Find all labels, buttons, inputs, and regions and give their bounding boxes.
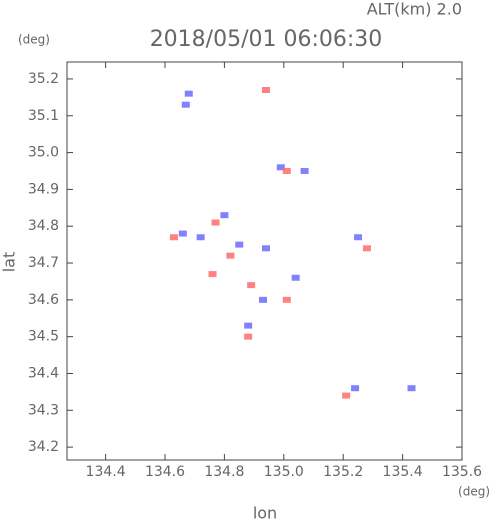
y-tick-label: 34.6: [28, 292, 59, 308]
echo-point: [351, 385, 360, 392]
echo-point: [282, 296, 291, 303]
echo-point: [208, 271, 217, 278]
x-unit: (deg): [458, 485, 490, 499]
y-tick-label: 34.4: [28, 365, 59, 381]
echo-point: [211, 219, 220, 226]
x-tick-label: 135.0: [264, 464, 304, 480]
x-tick-label: 135.6: [442, 464, 482, 480]
echo-point: [291, 274, 300, 281]
echo-point: [276, 164, 285, 171]
x-tick-label: 135.4: [383, 464, 423, 480]
echo-point: [235, 241, 244, 248]
echo-point: [342, 392, 351, 399]
x-tick-label: 135.2: [323, 464, 363, 480]
echo-point: [178, 230, 187, 237]
y-tick-label: 34.9: [28, 181, 59, 197]
echo-point: [244, 322, 253, 329]
echo-point: [282, 167, 291, 174]
x-axis-label: lon: [253, 504, 277, 521]
y-tick-label: 34.2: [28, 439, 59, 455]
echo-point: [407, 385, 416, 392]
echo-point: [247, 282, 256, 289]
echo-point: [261, 86, 270, 93]
echo-point: [169, 234, 178, 241]
plot-frame: [66, 61, 463, 461]
y-tick-label: 34.3: [28, 402, 59, 418]
x-tick-label: 134.6: [145, 464, 185, 480]
y-tick-label: 35.1: [28, 108, 59, 124]
y-tick-label: 34.8: [28, 218, 59, 234]
echo-point: [259, 296, 268, 303]
y-tick-label: 34.5: [28, 329, 59, 345]
echo-point: [196, 234, 205, 241]
echo-point: [226, 252, 235, 259]
echo-point: [181, 101, 190, 108]
echo-point: [362, 245, 371, 252]
x-tick-label: 134.8: [204, 464, 244, 480]
y-tick-label: 35.0: [28, 145, 59, 161]
echo-point: [220, 212, 229, 219]
annotation: ALT(km) 2.0: [367, 0, 462, 19]
x-tick-label: 134.4: [86, 464, 126, 480]
echo-point: [184, 90, 193, 97]
y-tick-label: 35.2: [28, 71, 59, 87]
echo-point: [300, 167, 309, 174]
echo-point: [244, 333, 253, 340]
y-unit: (deg): [18, 33, 50, 47]
y-axis-label: lat: [0, 252, 19, 273]
echo-point: [261, 245, 270, 252]
chart-title: 2018/05/01 06:06:30: [150, 27, 383, 52]
y-tick-label: 34.7: [28, 255, 59, 271]
echo-point: [354, 234, 363, 241]
